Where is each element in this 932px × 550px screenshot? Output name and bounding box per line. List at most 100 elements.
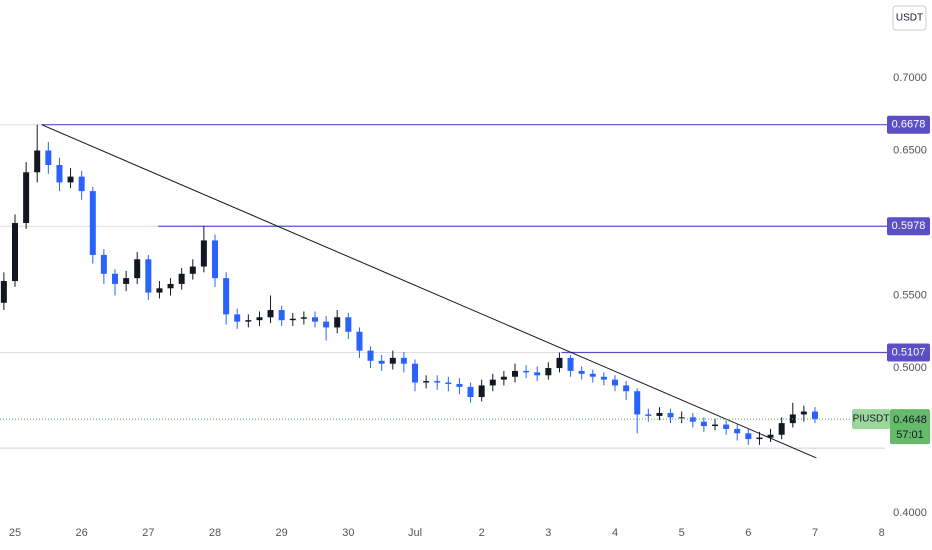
candle-body: [567, 357, 574, 371]
candle-body: [189, 266, 196, 274]
level-label-box: [887, 115, 930, 134]
candle-body: [412, 363, 418, 383]
candle-body: [367, 350, 374, 361]
candle-body: [645, 414, 652, 416]
candle-body: [523, 370, 530, 373]
candle-body: [389, 357, 396, 364]
trendline: [41, 124, 817, 459]
candle-body: [123, 278, 130, 284]
candle-body: [600, 376, 607, 380]
level-label-box: [887, 343, 930, 362]
candle-body: [778, 423, 785, 435]
candle-body: [700, 421, 707, 427]
candle-body: [56, 165, 63, 183]
currency: USDT: [896, 13, 923, 24]
candle-body: [656, 412, 663, 416]
candle-body: [667, 412, 674, 418]
price-box: [890, 409, 930, 445]
candle-body: [289, 318, 296, 321]
x-tick-label: 8: [879, 527, 885, 539]
candle-body: [800, 411, 807, 415]
candle-body: [34, 150, 41, 173]
candle-body: [0, 281, 7, 303]
candle-body: [223, 278, 230, 315]
candle-body: [312, 317, 318, 322]
candle-body: [178, 273, 185, 284]
candle-body: [134, 259, 141, 279]
candle-body: [612, 379, 618, 386]
price-label: 0.4648: [893, 414, 927, 426]
candle-body: [723, 424, 730, 429]
symbol-box: [852, 409, 890, 430]
candle-body: [78, 176, 85, 192]
candle-body: [634, 391, 641, 415]
x-tick-label: 3: [545, 527, 551, 539]
candle-body: [456, 383, 463, 387]
level-label: 0.6678: [892, 119, 926, 131]
candle-body: [756, 437, 763, 440]
candle-body: [712, 424, 718, 427]
y-tick-label: 0.6500: [893, 144, 927, 156]
candle-body: [67, 176, 74, 183]
candle-body: [23, 172, 30, 224]
y-tick-label: 0.5000: [893, 362, 927, 374]
candle-body: [512, 370, 518, 377]
x-tick-label: 30: [342, 527, 354, 539]
candle-body: [334, 317, 341, 328]
candle-body: [578, 370, 585, 374]
candle-body: [467, 386, 474, 398]
candle-body: [623, 385, 630, 392]
y-tick-label: 0.4000: [893, 507, 927, 519]
candle-body: [445, 382, 452, 384]
level-label: 0.5107: [892, 346, 926, 358]
candle-body: [378, 360, 385, 364]
candle-body: [323, 321, 330, 328]
candle-body: [745, 433, 752, 440]
candle-body: [689, 417, 696, 422]
x-tick-label: 29: [276, 527, 288, 539]
candle-body: [489, 379, 496, 386]
candle-body: [45, 150, 52, 166]
candle-body: [423, 381, 430, 383]
candle-body: [400, 357, 407, 364]
candle-body: [589, 373, 596, 377]
y-tick-label: 0.7000: [893, 72, 927, 84]
x-tick-label: 2: [479, 527, 485, 539]
x-tick-label: 26: [76, 527, 88, 539]
candle-body: [812, 411, 818, 420]
candle-body: [545, 368, 552, 376]
candle-body: [256, 317, 263, 321]
candle-body: [734, 428, 741, 434]
countdown: 57:01: [896, 429, 924, 441]
candle-body: [245, 320, 252, 322]
candle-body: [234, 314, 241, 322]
candle-body: [200, 240, 207, 267]
candle-body: [534, 372, 541, 376]
x-tick-label: 7: [812, 527, 818, 539]
candle-body: [300, 317, 307, 319]
candle-body: [556, 357, 563, 369]
candle-body: [89, 191, 96, 255]
x-tick-label: 6: [745, 527, 751, 539]
x-tick-label: 27: [142, 527, 154, 539]
candle-body: [100, 254, 107, 274]
candle-body: [767, 434, 774, 438]
currency-box[interactable]: [892, 5, 927, 31]
x-tick-label: 5: [679, 527, 685, 539]
level-label-box: [887, 217, 930, 236]
candle-body: [145, 259, 152, 293]
candle-body: [356, 331, 363, 351]
x-tick-label: Jul: [408, 527, 422, 539]
level-label: 0.5978: [892, 220, 926, 232]
candle-body: [500, 376, 507, 380]
candle-body: [212, 240, 218, 279]
candle-body: [345, 317, 352, 332]
x-tick-label: 28: [209, 527, 221, 539]
candle-body: [434, 381, 441, 383]
x-tick-label: 4: [612, 527, 618, 539]
candle-body: [12, 223, 18, 282]
x-tick-label: 25: [9, 527, 21, 539]
symbol-label: PIUSDT: [853, 414, 890, 425]
candle-body: [278, 310, 285, 321]
